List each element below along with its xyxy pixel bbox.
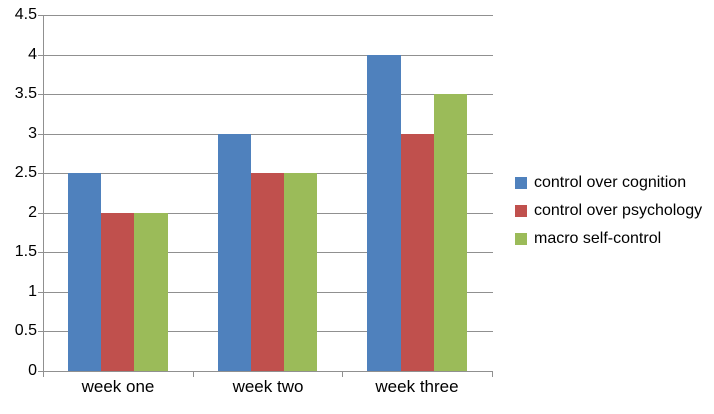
y-axis-label-1: 1 [28,283,37,300]
legend-label-cognition: control over cognition [534,174,687,191]
legend-item-cognition: control over cognition [515,169,702,197]
bar-control-over-cognition-week-three [367,55,401,371]
bar-control-over-psychology-week-three [401,134,434,371]
x-tick-0 [43,372,44,377]
y-tick-0.5 [38,331,43,332]
gridline-y-3.5 [43,94,493,95]
legend-label-macro: macro self-control [534,230,662,247]
legend-item-psychology: control over psychology [515,197,702,225]
y-tick-2 [38,213,43,214]
x-label-week-three: week three [375,377,459,396]
y-axis-label-4.5: 4.5 [14,6,37,23]
y-axis-label-3: 3 [28,125,37,142]
gridline-y-4.5 [43,15,493,16]
bar-control-over-psychology-week-two [251,173,284,371]
gridline-y-4 [43,55,493,56]
y-axis-label-1.5: 1.5 [14,243,37,260]
legend-swatch-psychology [515,205,527,217]
legend: control over cognition control over psyc… [515,169,702,253]
x-tick-1 [193,372,194,377]
x-label-week-two: week two [232,377,304,396]
y-tick-4 [38,55,43,56]
bar-macro-self-control-week-one [134,213,168,371]
x-tick-2 [342,372,343,377]
y-axis-label-3.5: 3.5 [14,85,37,102]
bar-control-over-cognition-week-two [218,134,251,371]
legend-label-psychology: control over psychology [534,202,703,219]
y-tick-4.5 [38,15,43,16]
legend-swatch-cognition [515,177,527,189]
y-axis-label-2: 2 [28,204,37,221]
x-label-week-one: week one [81,377,155,396]
y-tick-2.5 [38,173,43,174]
gridline-y-3 [43,134,493,135]
x-tick-3 [492,372,493,377]
y-tick-3.5 [38,94,43,95]
bar-control-over-cognition-week-one [68,173,101,371]
y-tick-1.5 [38,252,43,253]
bar-macro-self-control-week-two [284,173,317,371]
y-tick-1 [38,292,43,293]
y-axis-label-4: 4 [28,46,37,63]
y-axis-label-2.5: 2.5 [14,164,37,181]
y-axis-label-0: 0 [28,362,37,379]
y-axis-line [43,15,44,371]
legend-swatch-macro [515,233,527,245]
y-tick-0 [38,371,43,372]
x-axis-line [43,371,493,372]
bar-macro-self-control-week-three [434,94,467,371]
y-axis-label-0.5: 0.5 [14,322,37,339]
bar-control-over-psychology-week-one [101,213,134,371]
legend-item-macro: macro self-control [515,225,702,253]
y-tick-3 [38,134,43,135]
